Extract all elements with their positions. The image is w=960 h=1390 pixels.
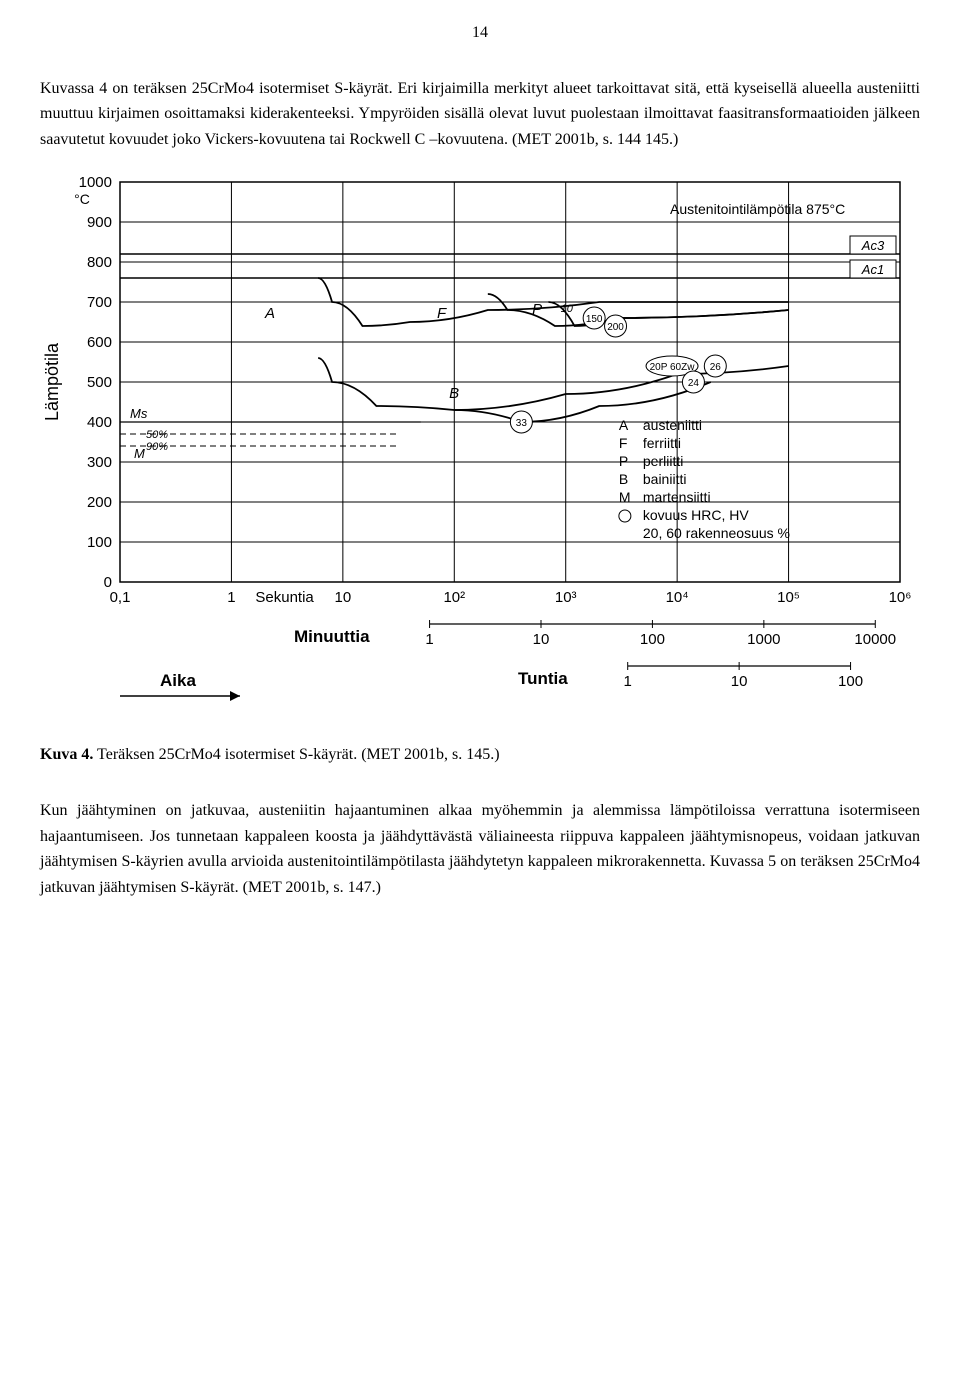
svg-text:150: 150: [586, 314, 603, 325]
svg-text:10³: 10³: [555, 589, 577, 606]
svg-text:10⁶: 10⁶: [889, 589, 912, 606]
svg-text:Ac3: Ac3: [861, 238, 885, 253]
svg-text:600: 600: [87, 334, 112, 351]
caption-label: Kuva 4.: [40, 746, 93, 763]
svg-text:10²: 10²: [443, 589, 465, 606]
svg-text:10: 10: [561, 303, 574, 315]
svg-text:Ac1: Ac1: [861, 262, 884, 277]
svg-text:10: 10: [335, 589, 352, 606]
page-number: 14: [40, 20, 920, 46]
svg-text:100: 100: [838, 673, 863, 690]
svg-text:10⁵: 10⁵: [777, 589, 800, 606]
svg-text:bainiitti: bainiitti: [643, 471, 687, 487]
svg-text:90%: 90%: [146, 441, 168, 453]
svg-text:°C: °C: [74, 191, 90, 207]
svg-text:20P 60Zw: 20P 60Zw: [650, 362, 696, 373]
svg-text:24: 24: [688, 378, 700, 389]
svg-text:A: A: [619, 417, 629, 433]
svg-text:perliitti: perliitti: [643, 453, 683, 469]
svg-text:10: 10: [731, 673, 748, 690]
svg-text:Sekuntia: Sekuntia: [255, 589, 314, 606]
svg-text:500: 500: [87, 374, 112, 391]
svg-text:33: 33: [516, 418, 528, 429]
svg-text:A: A: [264, 305, 275, 322]
phase-diagram-figure: 01002003004005006007008009001000Lämpötil…: [40, 172, 920, 712]
svg-text:10: 10: [533, 631, 550, 648]
svg-text:1000: 1000: [747, 631, 780, 648]
svg-text:1: 1: [624, 673, 632, 690]
svg-text:Lämpötila: Lämpötila: [42, 342, 62, 421]
svg-text:800: 800: [87, 254, 112, 271]
svg-text:ferriitti: ferriitti: [643, 435, 681, 451]
svg-text:Tuntia: Tuntia: [518, 669, 568, 688]
svg-text:B: B: [449, 385, 459, 402]
svg-text:austeniitti: austeniitti: [643, 417, 702, 433]
svg-text:10⁴: 10⁴: [666, 589, 689, 606]
svg-text:Aika: Aika: [160, 671, 196, 690]
svg-text:100: 100: [87, 534, 112, 551]
svg-text:F: F: [619, 435, 628, 451]
svg-text:B: B: [619, 471, 628, 487]
svg-text:Minuuttia: Minuuttia: [294, 627, 370, 646]
svg-text:100: 100: [640, 631, 665, 648]
svg-text:700: 700: [87, 294, 112, 311]
svg-text:200: 200: [87, 494, 112, 511]
svg-text:F: F: [437, 305, 447, 322]
svg-text:martensiitti: martensiitti: [643, 489, 711, 505]
svg-text:20, 60 rakenneosuus %: 20, 60 rakenneosuus %: [643, 525, 790, 541]
svg-text:50%: 50%: [146, 429, 168, 441]
svg-text:10000: 10000: [854, 631, 896, 648]
svg-text:900: 900: [87, 214, 112, 231]
svg-text:1000: 1000: [79, 174, 112, 191]
svg-text:M: M: [134, 446, 145, 461]
svg-text:200: 200: [607, 322, 624, 333]
svg-text:Austenitointilämpötila 875°C: Austenitointilämpötila 875°C: [670, 201, 845, 217]
svg-text:0,1: 0,1: [110, 589, 131, 606]
svg-text:400: 400: [87, 414, 112, 431]
svg-text:kovuus HRC, HV: kovuus HRC, HV: [643, 507, 749, 523]
svg-text:1: 1: [425, 631, 433, 648]
svg-text:P: P: [619, 453, 628, 469]
svg-text:M: M: [619, 489, 631, 505]
caption-text: Teräksen 25CrMo4 isotermiset S-käyrät. (…: [93, 746, 499, 763]
paragraph-1: Kuvassa 4 on teräksen 25CrMo4 isotermise…: [40, 76, 920, 153]
figure-caption: Kuva 4. Teräksen 25CrMo4 isotermiset S-k…: [40, 742, 920, 768]
paragraph-2: Kun jäähtyminen on jatkuvaa, austeniitin…: [40, 798, 920, 900]
svg-text:1: 1: [227, 589, 235, 606]
svg-text:Ms: Ms: [130, 406, 148, 421]
svg-text:P: P: [532, 301, 542, 318]
svg-text:26: 26: [710, 362, 722, 373]
svg-text:300: 300: [87, 454, 112, 471]
